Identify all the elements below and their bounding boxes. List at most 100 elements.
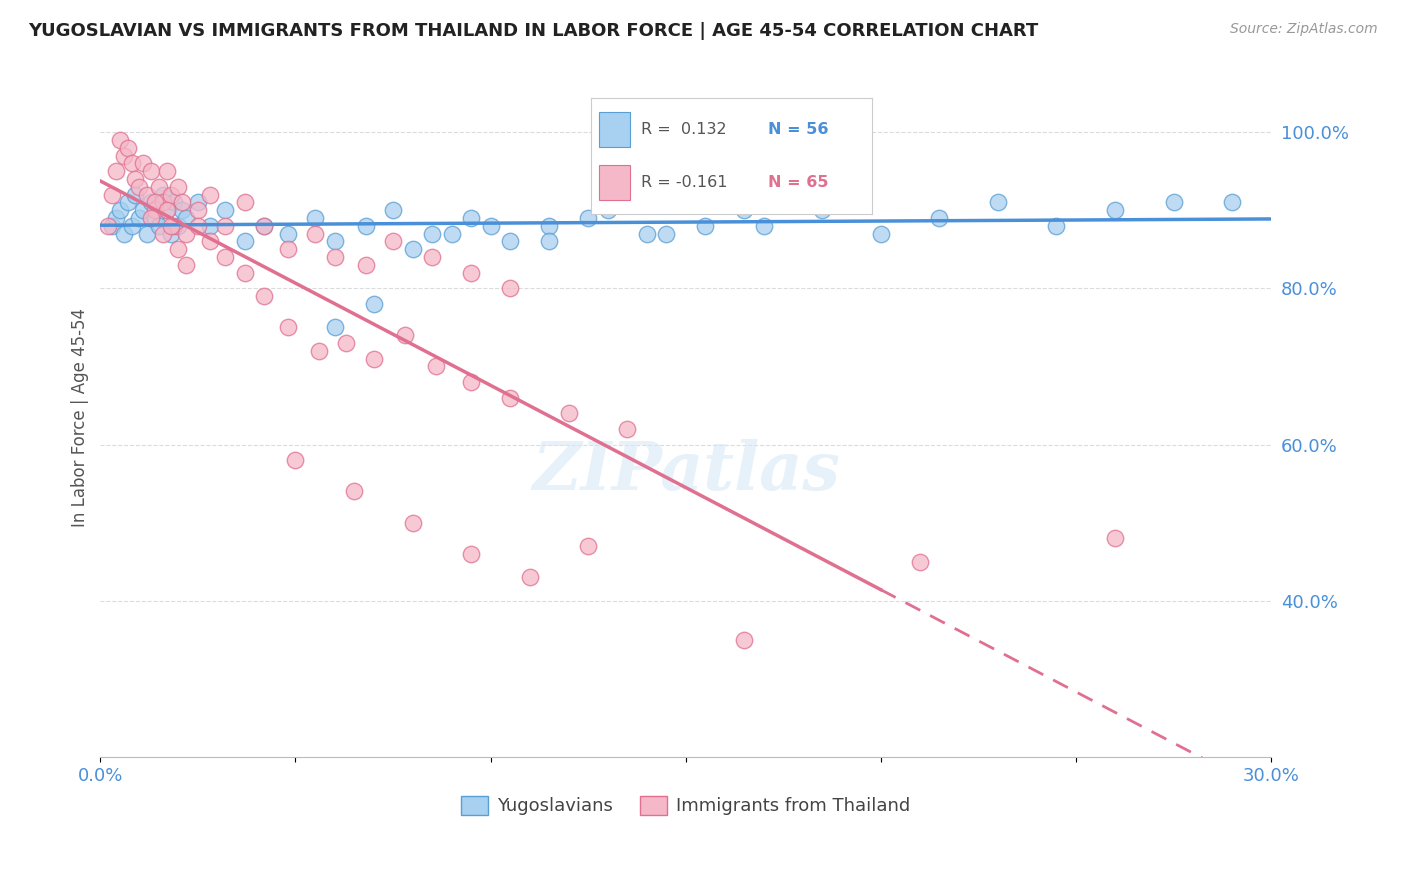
Text: YUGOSLAVIAN VS IMMIGRANTS FROM THAILAND IN LABOR FORCE | AGE 45-54 CORRELATION C: YUGOSLAVIAN VS IMMIGRANTS FROM THAILAND … bbox=[28, 22, 1039, 40]
Point bbox=[304, 227, 326, 241]
Point bbox=[401, 242, 423, 256]
Point bbox=[172, 203, 194, 218]
Point bbox=[323, 320, 346, 334]
Point bbox=[128, 211, 150, 225]
Point bbox=[152, 187, 174, 202]
Point bbox=[253, 219, 276, 233]
Point bbox=[132, 156, 155, 170]
Point bbox=[1045, 219, 1067, 233]
Point bbox=[174, 258, 197, 272]
Point bbox=[139, 211, 162, 225]
Point bbox=[187, 203, 209, 218]
Point bbox=[117, 141, 139, 155]
Point bbox=[152, 227, 174, 241]
Point bbox=[136, 227, 159, 241]
Point bbox=[174, 227, 197, 241]
Point bbox=[187, 219, 209, 233]
Point bbox=[401, 516, 423, 530]
Point bbox=[121, 156, 143, 170]
Point bbox=[124, 187, 146, 202]
Point bbox=[354, 258, 377, 272]
Point bbox=[163, 195, 186, 210]
Point bbox=[460, 375, 482, 389]
Point bbox=[420, 227, 443, 241]
Point bbox=[538, 219, 561, 233]
Point bbox=[148, 219, 170, 233]
Point bbox=[277, 227, 299, 241]
Point bbox=[811, 203, 834, 218]
Point bbox=[233, 195, 256, 210]
Point bbox=[479, 219, 502, 233]
Point bbox=[987, 195, 1010, 210]
Point bbox=[363, 297, 385, 311]
Point bbox=[112, 148, 135, 162]
Point bbox=[253, 289, 276, 303]
Point bbox=[420, 250, 443, 264]
Point bbox=[277, 242, 299, 256]
Text: N = 65: N = 65 bbox=[768, 175, 828, 190]
Point bbox=[323, 250, 346, 264]
Point bbox=[214, 250, 236, 264]
Point bbox=[1163, 195, 1185, 210]
Point bbox=[112, 227, 135, 241]
Point bbox=[695, 219, 717, 233]
Point bbox=[499, 391, 522, 405]
Point bbox=[214, 203, 236, 218]
Point bbox=[343, 484, 366, 499]
Point bbox=[499, 235, 522, 249]
Point bbox=[335, 336, 357, 351]
Point bbox=[557, 406, 579, 420]
Point bbox=[136, 187, 159, 202]
Point bbox=[616, 422, 638, 436]
Point bbox=[97, 219, 120, 233]
Point bbox=[253, 219, 276, 233]
Point bbox=[576, 211, 599, 225]
Point bbox=[538, 235, 561, 249]
Point bbox=[167, 219, 190, 233]
Point bbox=[104, 164, 127, 178]
Point bbox=[304, 211, 326, 225]
Point bbox=[148, 179, 170, 194]
Point bbox=[117, 195, 139, 210]
Point bbox=[733, 632, 755, 647]
Point bbox=[108, 203, 131, 218]
Point bbox=[499, 281, 522, 295]
FancyBboxPatch shape bbox=[599, 165, 630, 200]
Point bbox=[460, 211, 482, 225]
Point bbox=[908, 555, 931, 569]
Point bbox=[198, 187, 221, 202]
Text: ZIPatlas: ZIPatlas bbox=[531, 439, 839, 504]
Point bbox=[519, 570, 541, 584]
Point bbox=[277, 320, 299, 334]
Point bbox=[132, 203, 155, 218]
Point bbox=[121, 219, 143, 233]
Point bbox=[323, 235, 346, 249]
Point bbox=[1104, 203, 1126, 218]
Point bbox=[156, 203, 179, 218]
Point bbox=[108, 133, 131, 147]
Text: R =  0.132: R = 0.132 bbox=[641, 122, 727, 137]
Point bbox=[1104, 531, 1126, 545]
Point bbox=[172, 195, 194, 210]
Point bbox=[596, 203, 619, 218]
Point bbox=[394, 328, 416, 343]
Point bbox=[156, 164, 179, 178]
Point bbox=[139, 164, 162, 178]
Point bbox=[152, 195, 174, 210]
Point bbox=[159, 219, 181, 233]
Point bbox=[233, 235, 256, 249]
Point bbox=[382, 235, 405, 249]
Point bbox=[101, 187, 124, 202]
Point bbox=[156, 203, 179, 218]
Point bbox=[869, 227, 891, 241]
Point bbox=[636, 227, 658, 241]
Point bbox=[440, 227, 463, 241]
Point bbox=[382, 203, 405, 218]
Point bbox=[143, 211, 166, 225]
Point bbox=[104, 211, 127, 225]
Point bbox=[695, 195, 717, 210]
FancyBboxPatch shape bbox=[599, 112, 630, 147]
Point bbox=[425, 359, 447, 374]
Point bbox=[284, 453, 307, 467]
Point bbox=[354, 219, 377, 233]
